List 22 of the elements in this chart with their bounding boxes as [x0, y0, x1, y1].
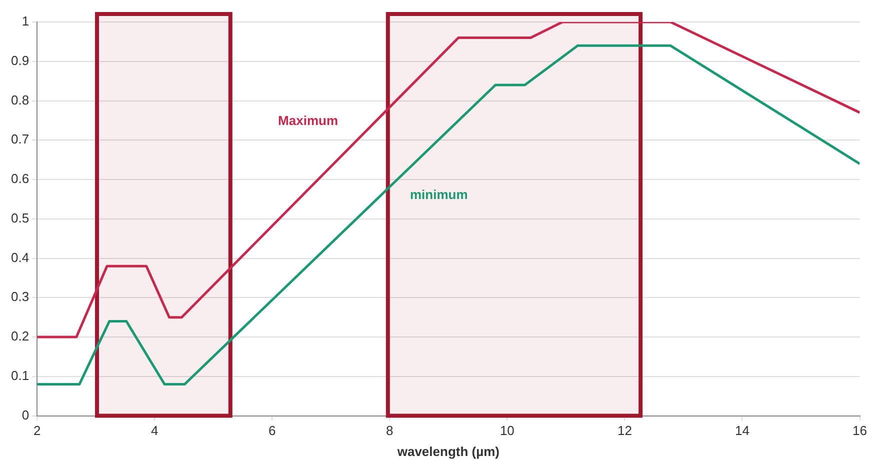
y-tick-label: 0.8: [10, 92, 30, 108]
y-tick-label: 1: [22, 14, 30, 29]
series-label: minimum: [410, 187, 468, 202]
y-tick-label: 0.6: [10, 171, 30, 186]
y-tick-label: 0.7: [10, 132, 30, 147]
y-tick-label: 0.1: [10, 368, 30, 383]
x-tick-label: 6: [268, 423, 276, 438]
x-tick-label: 14: [735, 423, 750, 438]
x-tick-label: 16: [852, 423, 868, 438]
x-tick-label: 12: [617, 423, 632, 438]
y-tick-label: 0: [22, 407, 30, 422]
y-tick-label: 0.5: [10, 210, 30, 226]
y-tick-label: 0.2: [10, 328, 30, 344]
y-tick-label: 0.3: [10, 289, 30, 304]
y-tick-label: 0.9: [10, 52, 30, 68]
x-tick-label: 10: [500, 423, 514, 438]
x-tick-label: 8: [386, 423, 394, 438]
x-axis-title: wavelength (µm): [396, 444, 500, 459]
y-tick-label: 0.4: [10, 250, 30, 265]
series-label: Maximum: [278, 113, 338, 128]
x-tick-label: 4: [150, 423, 158, 438]
x-tick-label: 2: [33, 423, 41, 438]
